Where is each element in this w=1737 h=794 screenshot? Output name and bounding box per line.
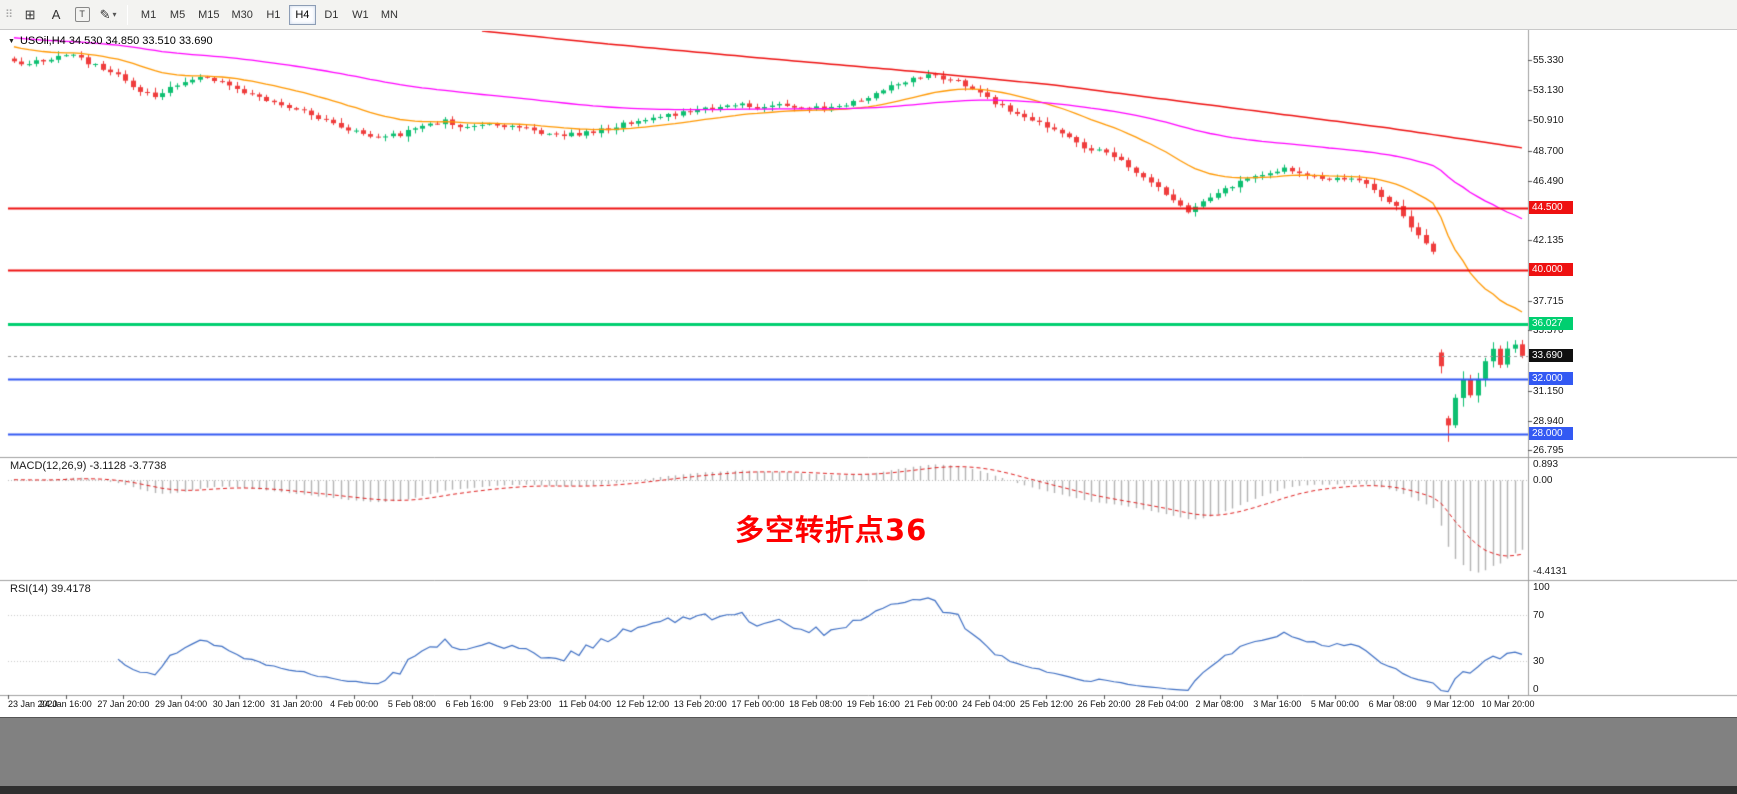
current-price-badge: 33.690: [1529, 348, 1573, 362]
price-chart-canvas[interactable]: [0, 30, 1737, 717]
time-axis-label: 13 Feb 20:00: [673, 699, 727, 709]
text-box-button[interactable]: T: [70, 4, 94, 26]
rsi-scale-label: 0: [1533, 684, 1539, 695]
time-axis-label: 5 Mar 00:00: [1310, 699, 1359, 709]
time-axis-label: 28 Feb 04:00: [1135, 699, 1189, 709]
price-tick-label: 28.940: [1533, 415, 1564, 427]
price-tick-label: 46.490: [1533, 175, 1564, 187]
timeframe-button-m1[interactable]: M1: [140, 8, 157, 21]
rsi-indicator-label: RSI(14) 39.4178: [10, 583, 91, 595]
level-price-badge: 36.027: [1529, 316, 1573, 330]
text-label-button[interactable]: A: [44, 4, 68, 26]
time-axis-label: 9 Mar 12:00: [1426, 699, 1475, 709]
timeframe-button-mn[interactable]: MN: [380, 8, 398, 21]
timeframe-button-h4[interactable]: H4: [288, 4, 316, 25]
price-tick-label: 50.910: [1533, 115, 1564, 127]
text-label-icon: A: [51, 7, 61, 22]
toolbar-drag-handle[interactable]: ⠿: [5, 9, 14, 21]
chart-title: ▼ USOil,H4 34.530 34.850 33.510 33.690: [8, 35, 213, 47]
time-axis-label: 19 Feb 16:00: [846, 699, 900, 709]
price-axis[interactable]: 0.893 0.00 -4.4131 55.330 53.130 50.910 48.…: [0, 30, 1737, 717]
toolbar: ⠿ ⊞ A T ✎ ▾ M1 M5 M15 M30 H1 H4 D1 W1 MN: [0, 0, 1737, 30]
time-axis-label: 3 Mar 16:00: [1253, 699, 1302, 709]
macd-scale-zero: 0.00: [1533, 474, 1553, 486]
price-tick-label: 53.130: [1533, 85, 1564, 97]
timeframe-group: M1 M5 M15 M30 H1 H4 D1 W1 MN: [134, 4, 404, 25]
time-axis-label: 31 Jan 20:00: [270, 699, 323, 709]
time-axis-label: 29 Jan 04:00: [155, 699, 208, 709]
time-axis-label: 18 Feb 08:00: [789, 699, 843, 709]
time-axis-label: 26 Feb 20:00: [1077, 699, 1131, 709]
level-price-badge: 28.000: [1529, 426, 1573, 440]
time-axis-label: 23 Jan 2020: [8, 699, 58, 709]
toolbar-separator: [127, 4, 129, 25]
rsi-scale: 100 70 30 0: [0, 30, 1737, 717]
timeframe-button-h1[interactable]: H1: [266, 8, 281, 21]
grid-icon: ⊞: [24, 7, 36, 22]
macd-scale-min: -4.4131: [1533, 566, 1567, 577]
timeframe-button-m5[interactable]: M5: [169, 8, 186, 21]
dropdown-caret-icon: ▾: [112, 10, 117, 19]
macd-scale-max: 0.893: [1533, 459, 1559, 470]
chart-window: ▼ USOil,H4 34.530 34.850 33.510 33.690 M…: [0, 30, 1737, 717]
rsi-scale-label: 30: [1533, 655, 1545, 667]
time-axis-label: 4 Feb 00:00: [330, 699, 379, 709]
chart-annotation-text[interactable]: 多空转折点36: [735, 513, 928, 547]
time-axis-label: 30 Jan 12:00: [212, 699, 265, 709]
macd-indicator-label: MACD(12,26,9) -3.1128 -3.7738: [10, 460, 167, 472]
time-axis-label: 2 Mar 08:00: [1195, 699, 1244, 709]
pencil-icon: ✎: [99, 7, 111, 22]
collapse-arrow-icon[interactable]: ▼: [8, 37, 15, 45]
time-axis-label: 27 Jan 20:00: [97, 699, 150, 709]
rsi-scale-label: 70: [1533, 610, 1545, 622]
time-axis-label: 10 Mar 20:00: [1481, 699, 1535, 709]
time-axis-label: 6 Feb 16:00: [445, 699, 494, 709]
price-tick-label: 42.135: [1533, 235, 1564, 247]
time-axis-label: 9 Feb 23:00: [503, 699, 552, 709]
bottom-strip: [0, 786, 1737, 794]
timeframe-button-m30[interactable]: M30: [231, 8, 253, 21]
time-axis-label: 21 Feb 00:00: [904, 699, 958, 709]
timeframe-button-d1[interactable]: D1: [324, 8, 339, 21]
level-price-badge: 44.500: [1529, 201, 1573, 215]
timeframe-button-w1[interactable]: W1: [352, 8, 369, 21]
text-box-icon: T: [74, 7, 90, 22]
timeframe-button-m15[interactable]: M15: [198, 8, 220, 21]
time-axis-label: 25 Feb 12:00: [1019, 699, 1073, 709]
grid-button[interactable]: ⊞: [18, 4, 42, 26]
time-axis-label: 24 Jan 16:00: [39, 699, 92, 709]
time-axis-label: 24 Feb 04:00: [962, 699, 1016, 709]
level-price-badge: 40.000: [1529, 262, 1573, 276]
time-axis-label: 5 Feb 08:00: [387, 699, 436, 709]
drawing-tool-group: ⊞ A T ✎ ▾: [17, 4, 121, 26]
price-tick-label: 31.150: [1533, 385, 1564, 397]
price-tick-label: 48.700: [1533, 145, 1564, 157]
time-axis-label: 12 Feb 12:00: [616, 699, 670, 709]
time-axis[interactable]: 23 Jan 2020 24 Jan 16:00 27 Jan 20:00 29 Ja…: [0, 697, 1737, 717]
pencil-button[interactable]: ✎ ▾: [96, 4, 120, 26]
time-axis-label: 17 Feb 00:00: [731, 699, 785, 709]
bottom-area: [0, 717, 1737, 794]
price-tick-label: 26.795: [1533, 445, 1564, 457]
price-tick-label: 35.570: [1533, 325, 1564, 337]
level-price-badge: 32.000: [1529, 371, 1573, 385]
time-axis-label: 11 Feb 04:00: [558, 699, 612, 709]
price-tick-label: 55.330: [1533, 54, 1564, 66]
price-tick-label: 37.715: [1533, 295, 1564, 307]
time-axis-label: 6 Mar 08:00: [1368, 699, 1417, 709]
rsi-scale-label: 100: [1533, 582, 1550, 593]
symbol-ohlc-text: USOil,H4 34.530 34.850 33.510 33.690: [19, 35, 213, 47]
